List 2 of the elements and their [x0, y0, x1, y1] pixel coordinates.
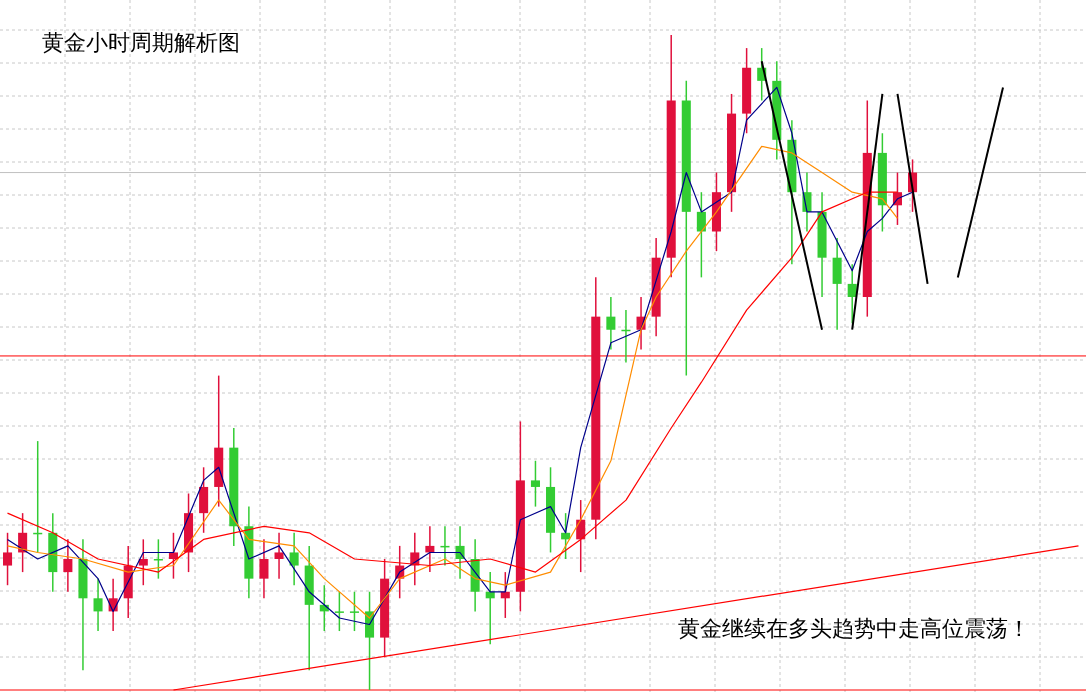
title: 黄金小时周期解析图 — [42, 30, 240, 55]
annotation: 黄金继续在多头趋势中走高位震荡！ — [678, 616, 1030, 641]
